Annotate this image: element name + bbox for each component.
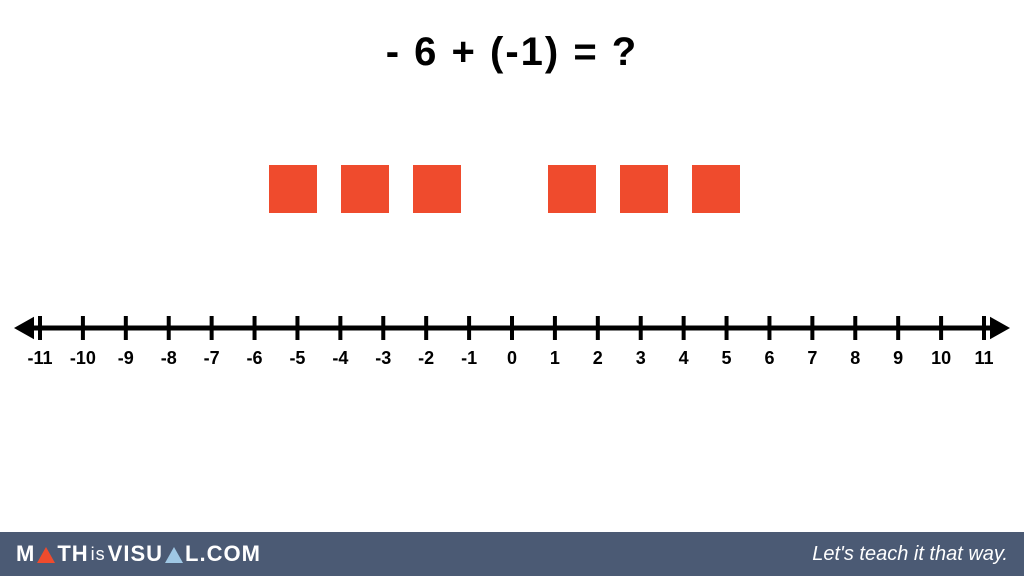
svg-text:-6: -6	[247, 348, 263, 368]
svg-text:1: 1	[550, 348, 560, 368]
counter-square	[548, 165, 596, 213]
svg-text:10: 10	[931, 348, 951, 368]
svg-text:0: 0	[507, 348, 517, 368]
svg-text:11: 11	[974, 348, 993, 368]
brand-logo: M TH is VISU L.COM	[16, 541, 261, 567]
svg-text:9: 9	[893, 348, 903, 368]
number-line: -11-10-9-8-7-6-5-4-3-2-101234567891011	[0, 300, 1024, 390]
svg-text:-1: -1	[461, 348, 477, 368]
svg-text:-8: -8	[161, 348, 177, 368]
number-line-svg: -11-10-9-8-7-6-5-4-3-2-101234567891011	[0, 300, 1024, 390]
svg-text:-11: -11	[27, 348, 52, 368]
brand-seg-m: M	[16, 541, 35, 567]
svg-text:-3: -3	[375, 348, 391, 368]
counter-square	[413, 165, 461, 213]
svg-text:-5: -5	[289, 348, 305, 368]
svg-text:7: 7	[807, 348, 817, 368]
svg-text:8: 8	[850, 348, 860, 368]
tagline-text: Let's teach it that way.	[812, 543, 1008, 566]
brand-seg-visu: VISU	[108, 541, 163, 567]
svg-text:-2: -2	[418, 348, 434, 368]
svg-text:4: 4	[679, 348, 689, 368]
triangle-icon	[37, 547, 55, 563]
svg-text:5: 5	[722, 348, 732, 368]
brand-seg-lcom: L.COM	[185, 541, 261, 567]
svg-text:-9: -9	[118, 348, 134, 368]
counter-square	[341, 165, 389, 213]
svg-text:-4: -4	[332, 348, 348, 368]
equation-text: - 6 + (-1) = ?	[0, 30, 1024, 75]
triangle-icon	[165, 547, 183, 563]
svg-text:2: 2	[593, 348, 603, 368]
counter-square	[692, 165, 740, 213]
counter-square	[269, 165, 317, 213]
svg-text:3: 3	[636, 348, 646, 368]
counter-square	[620, 165, 668, 213]
squares-container	[0, 165, 1024, 225]
svg-text:-7: -7	[204, 348, 220, 368]
brand-seg-is: is	[91, 544, 106, 565]
svg-text:6: 6	[764, 348, 774, 368]
brand-seg-th: TH	[57, 541, 88, 567]
svg-text:-10: -10	[70, 348, 96, 368]
footer-bar: M TH is VISU L.COM Let's teach it that w…	[0, 532, 1024, 576]
